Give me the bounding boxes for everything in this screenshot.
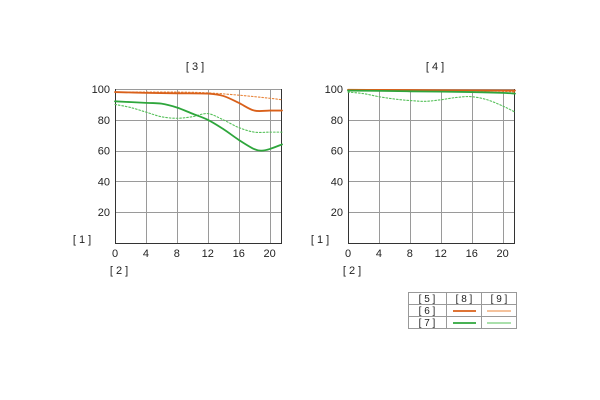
x-tick-label: 12 <box>202 248 214 260</box>
series-line-dotted <box>114 103 283 134</box>
y-axis-label: [ 1 ] <box>73 234 91 246</box>
legend-header-row-label: [ 5 ] <box>419 294 436 305</box>
x-tick-label: 0 <box>112 248 118 260</box>
legend-table: [ 5 ] [ 8 ] [ 9 ] [ 6 ] [ 7 ] <box>408 292 517 329</box>
x-tick-label: 4 <box>143 248 149 260</box>
y-tick-label: 20 <box>331 207 343 219</box>
series-line-solid <box>114 100 283 152</box>
y-tick-label: 80 <box>98 115 110 127</box>
chart-title: [ 3 ] <box>186 61 204 73</box>
series-line-solid <box>347 89 516 95</box>
y-tick-label: 40 <box>98 176 110 188</box>
chart-left: [ 3 ] [ 1 ] [ 2 ] 0 4 8 12 16 20 20 40 60 80 100 <box>73 61 283 277</box>
x-axis-label: [ 2 ] <box>343 265 361 277</box>
y-tick-label: 100 <box>92 84 110 96</box>
x-tick-label: 4 <box>376 248 382 260</box>
x-tick-label: 0 <box>345 248 351 260</box>
chart-title: [ 4 ] <box>426 61 444 73</box>
legend-row-label: [ 7 ] <box>419 318 436 329</box>
x-tick-label: 20 <box>497 248 509 260</box>
y-tick-label: 60 <box>98 146 110 158</box>
y-tick-label: 40 <box>331 176 343 188</box>
x-tick-label: 8 <box>174 248 180 260</box>
x-tick-label: 16 <box>233 248 245 260</box>
series-line-solid <box>114 91 283 113</box>
y-axis-label: [ 1 ] <box>311 234 329 246</box>
legend-header-dotted: [ 9 ] <box>491 294 508 305</box>
series-line-solid <box>347 88 516 92</box>
y-tick-label: 20 <box>98 207 110 219</box>
x-axis-label: [ 2 ] <box>110 265 128 277</box>
y-tick-label: 80 <box>331 115 343 127</box>
chart-right: [ 4 ] [ 1 ] [ 2 ] 0 4 8 12 16 20 20 40 60 80 100 <box>311 61 516 277</box>
y-tick-label: 100 <box>325 84 343 96</box>
x-tick-label: 12 <box>435 248 447 260</box>
legend-row-label: [ 6 ] <box>419 306 436 317</box>
series-line-dotted <box>347 91 516 113</box>
y-tick-label: 60 <box>331 146 343 158</box>
legend-header-solid: [ 8 ] <box>456 294 473 305</box>
x-tick-label: 16 <box>466 248 478 260</box>
x-tick-label: 8 <box>407 248 413 260</box>
x-tick-label: 20 <box>264 248 276 260</box>
